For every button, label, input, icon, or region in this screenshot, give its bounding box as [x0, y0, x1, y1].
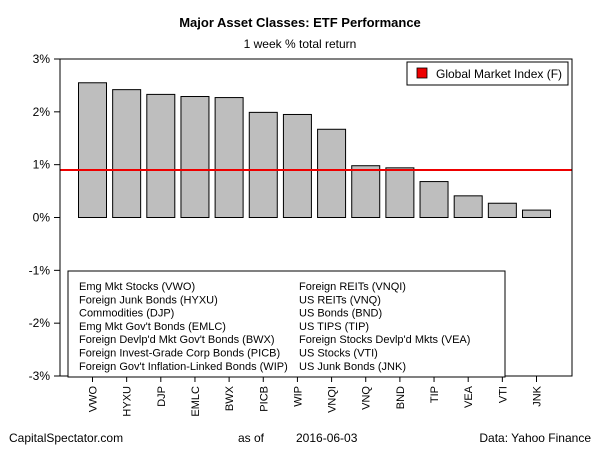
x-tick-label-bnd: BND: [395, 386, 407, 409]
lookup-entry: Commodities (DJP): [79, 308, 174, 320]
bar-vnq: [351, 165, 381, 218]
footer-source-site: CapitalSpectator.com: [9, 431, 123, 445]
footer-date: 2016-06-03: [296, 431, 358, 445]
ticker-lookup-table: Emg Mkt Stocks (VWO)Foreign Junk Bonds (…: [67, 270, 506, 378]
x-tick-label-bwx: BWX: [224, 385, 236, 411]
bar-wip: [282, 113, 312, 218]
lookup-entry: US TIPS (TIP): [299, 321, 369, 333]
lookup-entry: Foreign Devlp'd Mkt Gov't Bonds (BWX): [79, 334, 275, 346]
x-tick-label-vwo: VWO: [88, 386, 100, 413]
lookup-entry: Foreign Invest-Grade Corp Bonds (PICB): [79, 348, 280, 360]
lookup-entry: Emg Mkt Gov't Bonds (EMLC): [79, 321, 226, 333]
legend-swatch: [416, 67, 428, 79]
legend: Global Market Index (F): [406, 61, 569, 86]
x-tick-label-jnk: JNK: [532, 385, 544, 406]
chart-subtitle: 1 week % total return: [244, 37, 357, 51]
lookup-entry: US Bonds (BND): [299, 308, 382, 320]
bar-bwx: [214, 97, 244, 218]
lookup-right-column: Foreign REITs (VNQI)US REITs (VNQ) US Bon…: [299, 281, 470, 373]
x-tick-label-wip: WIP: [292, 386, 304, 407]
chart-title: Major Asset Classes: ETF Performance: [179, 15, 421, 30]
x-tick-label-emlc: EMLC: [190, 386, 202, 417]
lookup-entry: Foreign Junk Bonds (HYXU): [79, 294, 218, 306]
y-tick-label: 1%: [33, 158, 51, 172]
bar-vea: [453, 195, 483, 218]
bars: [78, 82, 551, 219]
y-tick-label: -3%: [29, 369, 51, 383]
footer-data-source: Data: Yahoo Finance: [479, 431, 591, 445]
lookup-entry: Emg Mkt Stocks (VWO): [79, 281, 195, 293]
legend-box: [406, 61, 569, 86]
x-tick-label-hyxu: HYXU: [122, 386, 134, 417]
bar-tip: [419, 181, 449, 218]
x-tick-label-vnqi: VNQI: [327, 386, 339, 413]
y-tick-label: 2%: [33, 105, 51, 119]
x-tick-label-vea: VEA: [463, 385, 475, 408]
lookup-entry: Foreign Stocks Devlp'd Mkts (VEA): [299, 334, 470, 346]
footer-as-of-label: as of: [238, 431, 265, 445]
lookup-box: [67, 270, 506, 378]
legend-label: Global Market Index (F): [436, 67, 562, 81]
x-tick-label-vnq: VNQ: [361, 386, 373, 410]
bar-hyxu: [112, 89, 142, 218]
x-tick-label-djp: DJP: [156, 386, 168, 407]
bar-djp: [146, 93, 176, 218]
bar-bnd: [385, 167, 415, 219]
bar-picb: [248, 111, 278, 218]
bar-emlc: [180, 96, 210, 218]
x-axis: VWO HYXU DJP EMLC BWX PICB WIP VNQI VNQ BND TIP VEA…: [88, 376, 544, 417]
lookup-entry: Foreign REITs (VNQI): [299, 281, 406, 293]
y-tick-label: -2%: [29, 316, 51, 330]
y-tick-label: 0%: [33, 211, 51, 225]
x-tick-label-vti: VTI: [497, 386, 509, 403]
lookup-left-column: Emg Mkt Stocks (VWO)Foreign Junk Bonds (…: [79, 281, 288, 373]
bar-jnk: [522, 209, 551, 218]
lookup-entry: Foreign Gov't Inflation-Linked Bonds (WI…: [79, 361, 288, 373]
y-axis: -3% -2% -1% 0% 1% 2% 3%: [29, 52, 60, 383]
bar-vnqi: [317, 128, 347, 218]
lookup-entry: US REITs (VNQ): [299, 294, 381, 306]
bar-vwo: [78, 82, 107, 219]
bar-vti: [487, 202, 517, 219]
lookup-entry: US Junk Bonds (JNK): [299, 361, 406, 373]
x-tick-label-picb: PICB: [258, 386, 270, 412]
x-tick-label-tip: TIP: [429, 386, 441, 403]
y-tick-label: 3%: [33, 52, 51, 66]
y-tick-label: -1%: [29, 263, 51, 277]
lookup-entry: US Stocks (VTI): [299, 348, 378, 360]
